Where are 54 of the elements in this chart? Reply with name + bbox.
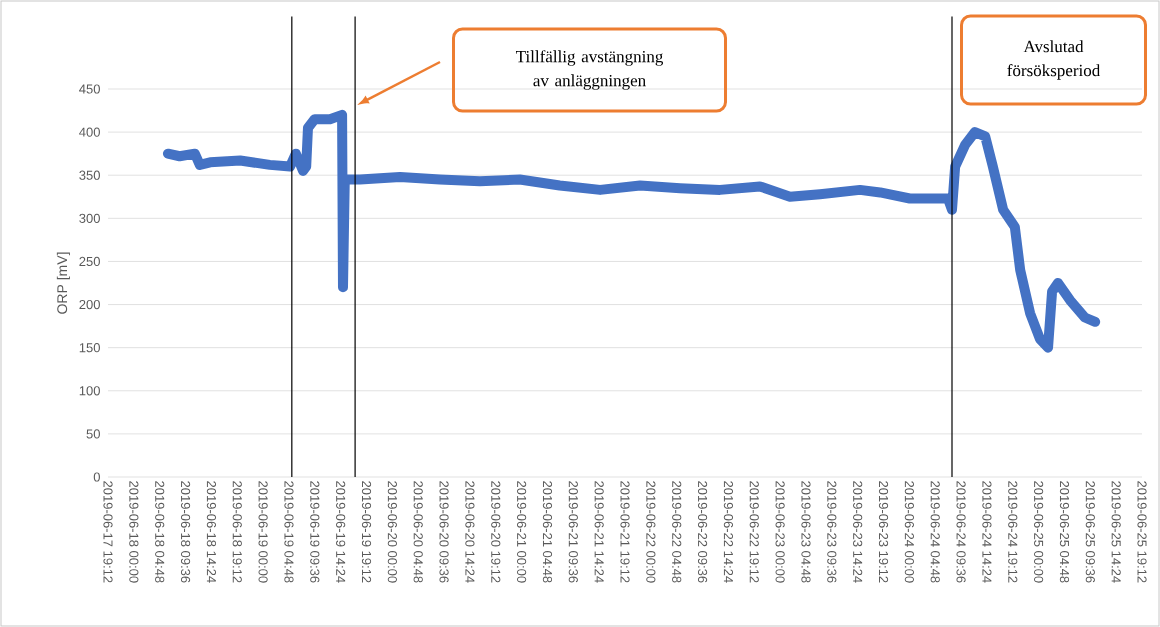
y-axis-title: ORP [mV]	[56, 252, 70, 314]
x-tick-label: 2019-06-25 09:36	[1085, 481, 1095, 583]
x-tick-label: 2019-06-20 04:48	[413, 481, 423, 583]
x-tick-label: 2019-06-20 14:24	[465, 481, 475, 583]
x-tick-label: 2019-06-21 09:36	[568, 481, 578, 583]
y-tick-label: 50	[86, 429, 100, 439]
y-tick-label: 450	[79, 84, 100, 94]
x-tick-label: 2019-06-23 09:36	[827, 481, 837, 583]
x-tick-label: 2019-06-22 09:36	[697, 481, 708, 583]
x-tick-label: 2019-06-17 19:12	[103, 481, 113, 583]
y-tick-label: 0	[93, 472, 100, 482]
x-tick-label: 2019-06-18 19:12	[232, 481, 242, 583]
x-tick-label: 2019-06-22 19:12	[749, 481, 759, 583]
x-tick-label: 2019-06-18 09:36	[180, 481, 191, 583]
y-tick-label: 200	[79, 299, 100, 310]
annotation: Tillfällig avstängning av anläggningen	[515, 50, 664, 90]
x-tick-label: 2019-06-18 14:24	[206, 481, 217, 583]
x-tick-label: 2019-06-24 00:00	[904, 481, 914, 583]
x-tick-label: 2019-06-25 04:48	[1059, 481, 1070, 583]
y-tick-label: 100	[79, 386, 100, 396]
x-tick-label: 2019-06-25 19:12	[1137, 481, 1147, 583]
x-tick-label: 2019-06-22 00:00	[646, 481, 656, 583]
x-tick-label: 2019-06-25 14:24	[1111, 481, 1121, 583]
x-tick-label: 2019-06-19 00:00	[258, 481, 268, 583]
y-tick-label: 350	[79, 170, 100, 180]
x-tick-label: 2019-06-20 00:00	[387, 481, 397, 583]
x-tick-label: 2019-06-19 19:12	[361, 481, 372, 583]
x-tick-label: 2019-06-21 00:00	[517, 481, 527, 583]
x-tick-label: 2019-06-24 04:48	[930, 481, 940, 583]
x-tick-label: 2019-06-24 09:36	[956, 481, 966, 583]
y-tick-label: 400	[79, 127, 100, 137]
x-tick-label: 2019-06-18 00:00	[129, 481, 139, 583]
x-tick-label: 2019-06-23 00:00	[775, 481, 785, 583]
y-tick-label: 300	[79, 213, 100, 223]
x-tick-label: 2019-06-23 14:24	[853, 481, 863, 583]
y-tick-label: 150	[79, 343, 100, 353]
x-tick-label: 2019-06-19 14:24	[336, 481, 346, 583]
x-tick-label: 2019-06-22 14:24	[723, 481, 734, 583]
text: Avslutad försöksperiod	[1007, 40, 1101, 80]
x-tick-label: 2019-06-24 19:12	[1008, 481, 1018, 583]
x-tick-label: 2019-06-19 04:48	[284, 481, 294, 583]
x-tick-label: 2019-06-23 04:48	[801, 481, 811, 583]
x-tick-label: 2019-06-20 09:36	[439, 481, 449, 583]
x-tick-label: 2019-06-21 04:48	[542, 481, 553, 583]
x-tick-label: 2019-06-25 00:00	[1034, 481, 1044, 583]
x-tick-label: 2019-06-21 14:24	[594, 481, 604, 583]
x-tick-label: 2019-06-23 19:12	[878, 481, 889, 583]
x-tick-label: 2019-06-24 14:24	[982, 481, 992, 583]
y-tick-label: 250	[79, 256, 100, 267]
x-tick-label: 2019-06-19 09:36	[310, 481, 320, 583]
x-tick-label: 2019-06-20 19:12	[491, 481, 501, 583]
x-tick-label: 2019-06-18 04:48	[155, 481, 165, 583]
x-tick-label: 2019-06-22 04:48	[672, 481, 682, 583]
x-tick-label: 2019-06-21 19:12	[620, 481, 630, 583]
